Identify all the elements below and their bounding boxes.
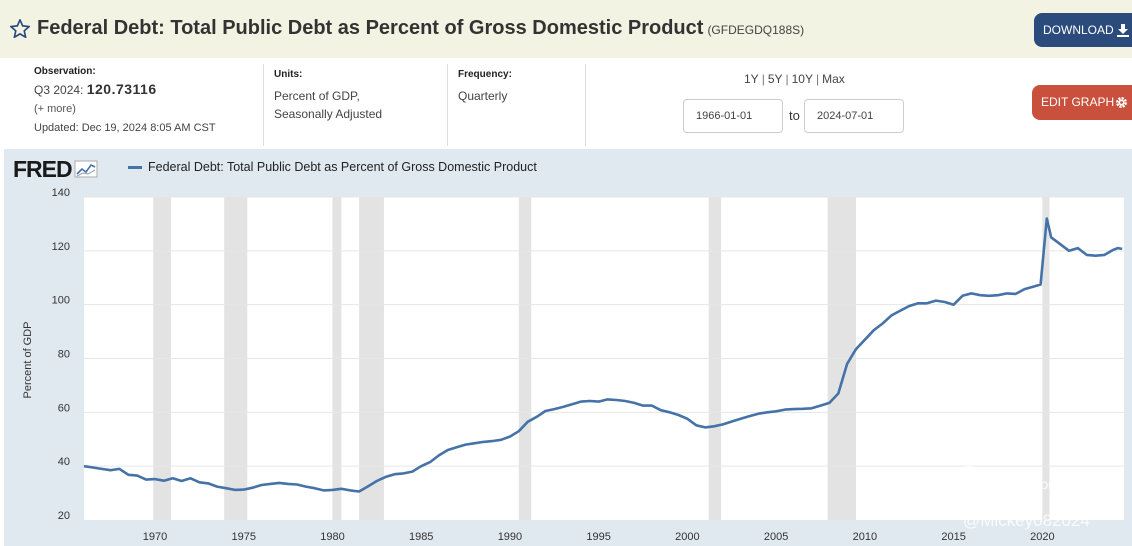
x-tick-label: 2020 [1030, 531, 1054, 543]
tiger-logo-icon [950, 465, 988, 503]
observation-period: Q3 2024: [34, 83, 84, 97]
chart-legend: Federal Debt: Total Public Debt as Perce… [128, 160, 537, 174]
units-line2: Seasonally Adjusted [274, 107, 383, 121]
y-tick-label: 20 [58, 510, 70, 522]
observation-value: 120.73116 [86, 81, 157, 97]
x-tick-label: 1985 [409, 531, 433, 543]
download-button[interactable]: DOWNLOAD [1034, 13, 1132, 47]
x-tick-label: 2000 [675, 531, 699, 543]
y-tick-label: 140 [52, 187, 70, 199]
y-tick-label: 60 [58, 402, 70, 414]
y-tick-label: 120 [52, 241, 70, 253]
range-max[interactable]: Max [822, 72, 845, 86]
watermark-community: Tiger Community [995, 476, 1101, 492]
frequency-label: Frequency: [458, 69, 512, 80]
legend-label: Federal Debt: Total Public Debt as Perce… [148, 160, 537, 174]
download-label: DOWNLOAD [1043, 23, 1114, 37]
download-icon [1117, 24, 1129, 37]
fred-graph-icon [74, 160, 98, 178]
observation-block: Observation: Q3 2024: 120.73116 (+ more)… [34, 66, 260, 156]
units-block: Units: Percent of GDP, Seasonally Adjust… [274, 66, 444, 156]
range-1y[interactable]: 1Y [744, 72, 759, 86]
legend-swatch [128, 166, 142, 170]
x-tick-label: 2005 [764, 531, 788, 543]
x-tick-label: 1980 [320, 531, 344, 543]
x-tick-label: 2010 [853, 531, 877, 543]
x-tick-label: 2015 [941, 531, 965, 543]
frequency-value: Quarterly [458, 89, 508, 103]
series-line [83, 217, 1123, 493]
y-tick-label: 100 [52, 295, 70, 307]
units-line1: Percent of GDP, [274, 89, 360, 103]
series-title: Federal Debt: Total Public Debt as Perce… [37, 17, 805, 39]
frequency-block: Frequency: Quarterly [458, 66, 578, 156]
updated-text: Updated: Dec 19, 2024 8:05 AM CST [34, 122, 216, 134]
x-tick-label: 1990 [498, 531, 522, 543]
fred-logo: FRED [13, 156, 100, 183]
divider [447, 64, 448, 146]
range-links: 1Y | 5Y | 10Y | Max [744, 72, 845, 86]
x-tick-label: 1995 [586, 531, 610, 543]
date-to-label: to [789, 108, 800, 123]
star-icon[interactable] [9, 18, 31, 40]
series-id: (GFDEGDQ188S) [707, 23, 805, 37]
watermark: Tiger Community @Mickey082024 [950, 465, 1101, 530]
units-label: Units: [274, 69, 303, 80]
y-axis-title: Percent of GDP [22, 321, 34, 398]
watermark-handle: @Mickey082024 [963, 511, 1090, 530]
more-link[interactable]: (+ more) [34, 103, 76, 115]
y-tick-label: 80 [58, 349, 70, 361]
x-tick-label: 1975 [231, 531, 255, 543]
edit-graph-label: EDIT GRAPH [1041, 95, 1115, 109]
title-bar: Federal Debt: Total Public Debt as Perce… [0, 0, 1132, 58]
y-tick-label: 40 [58, 456, 70, 468]
observation-label: Observation: [34, 66, 96, 77]
divider [263, 64, 264, 146]
x-tick-label: 1970 [143, 531, 167, 543]
start-date-input[interactable]: 1966-01-01 [683, 99, 783, 133]
gear-icon [1116, 97, 1127, 108]
range-10y[interactable]: 10Y [791, 72, 813, 86]
range-5y[interactable]: 5Y [767, 72, 783, 86]
edit-graph-button[interactable]: EDIT GRAPH [1032, 85, 1132, 120]
divider [585, 64, 586, 146]
end-date-input[interactable]: 2024-07-01 [804, 99, 904, 133]
